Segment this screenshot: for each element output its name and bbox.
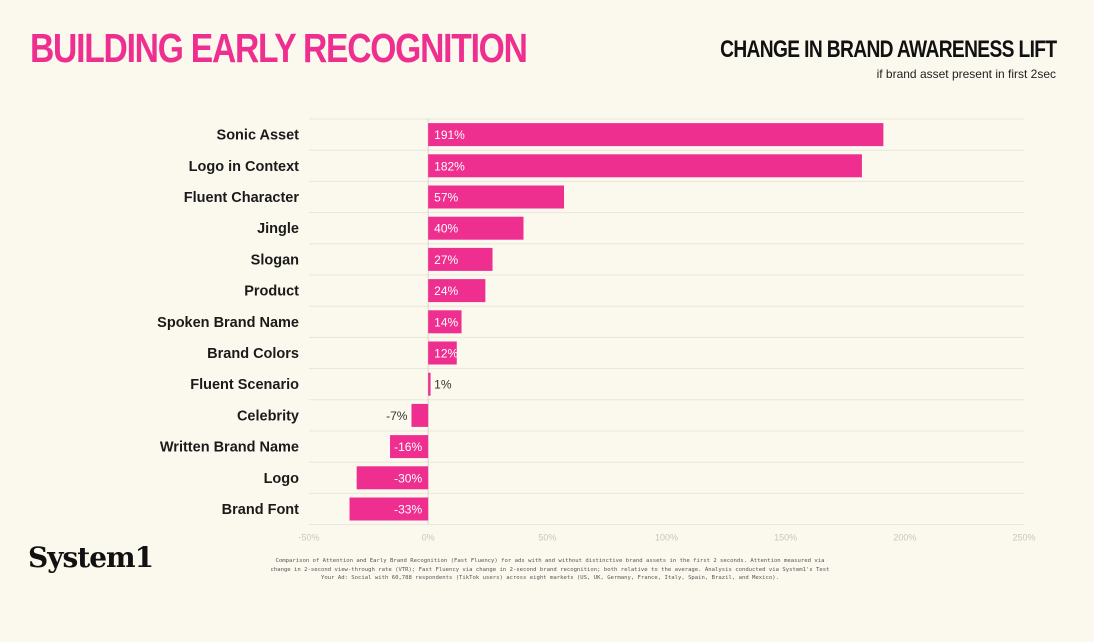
bar: [349, 497, 429, 521]
category-label: Sonic Asset: [217, 128, 300, 144]
bar: [428, 279, 486, 303]
x-tick-label: 50%: [538, 533, 556, 543]
data-label: -7%: [386, 409, 408, 423]
data-label: 182%: [434, 159, 465, 173]
bar: [390, 435, 429, 459]
category-label: Fluent Scenario: [190, 377, 299, 393]
category-label: Celebrity: [237, 408, 299, 424]
data-label: 40%: [434, 222, 458, 236]
data-label: -30%: [394, 471, 422, 485]
bar: [428, 247, 493, 271]
x-tick-label: 100%: [655, 533, 678, 543]
category-label: Brand Font: [222, 502, 299, 518]
bar: [428, 310, 462, 334]
page-title: BUILDING EARLY RECOGNITION: [30, 25, 528, 71]
x-tick-label: 0%: [422, 533, 435, 543]
bar: [428, 372, 431, 396]
bar: [411, 403, 429, 427]
bar: [428, 123, 884, 147]
x-tick-label: 250%: [1012, 533, 1035, 543]
data-label: 191%: [434, 128, 465, 142]
bar: [428, 185, 565, 209]
data-label: 27%: [434, 253, 458, 267]
brand-logo: System1: [28, 541, 154, 574]
data-label: 24%: [434, 284, 458, 298]
x-tick-label: 150%: [774, 533, 797, 543]
data-label: 1%: [434, 378, 452, 392]
data-label: -33%: [394, 503, 422, 517]
bar: [428, 154, 862, 178]
x-tick-label: -50%: [298, 533, 319, 543]
category-label: Written Brand Name: [160, 440, 299, 456]
category-label: Jingle: [257, 221, 299, 237]
category-label: Spoken Brand Name: [157, 315, 299, 331]
bar: [356, 466, 429, 490]
data-label: 12%: [434, 347, 458, 361]
footnote: Comparison of Attention and Early Brand …: [270, 558, 830, 582]
category-label: Product: [244, 284, 299, 300]
bar: [428, 216, 524, 240]
data-label: 57%: [434, 191, 458, 205]
chart-subtitle: if brand asset present in first 2sec: [876, 67, 1056, 81]
category-label: Brand Colors: [207, 346, 299, 362]
category-label: Slogan: [251, 252, 299, 268]
data-label: -16%: [394, 440, 422, 454]
category-label: Logo in Context: [189, 159, 300, 175]
category-label: Logo: [264, 471, 300, 487]
data-label: 14%: [434, 315, 458, 329]
x-tick-label: 200%: [893, 533, 916, 543]
chart-title: CHANGE IN BRAND AWARENESS LIFT: [719, 36, 1057, 63]
category-label: Fluent Character: [184, 190, 300, 206]
bar: [428, 341, 457, 365]
